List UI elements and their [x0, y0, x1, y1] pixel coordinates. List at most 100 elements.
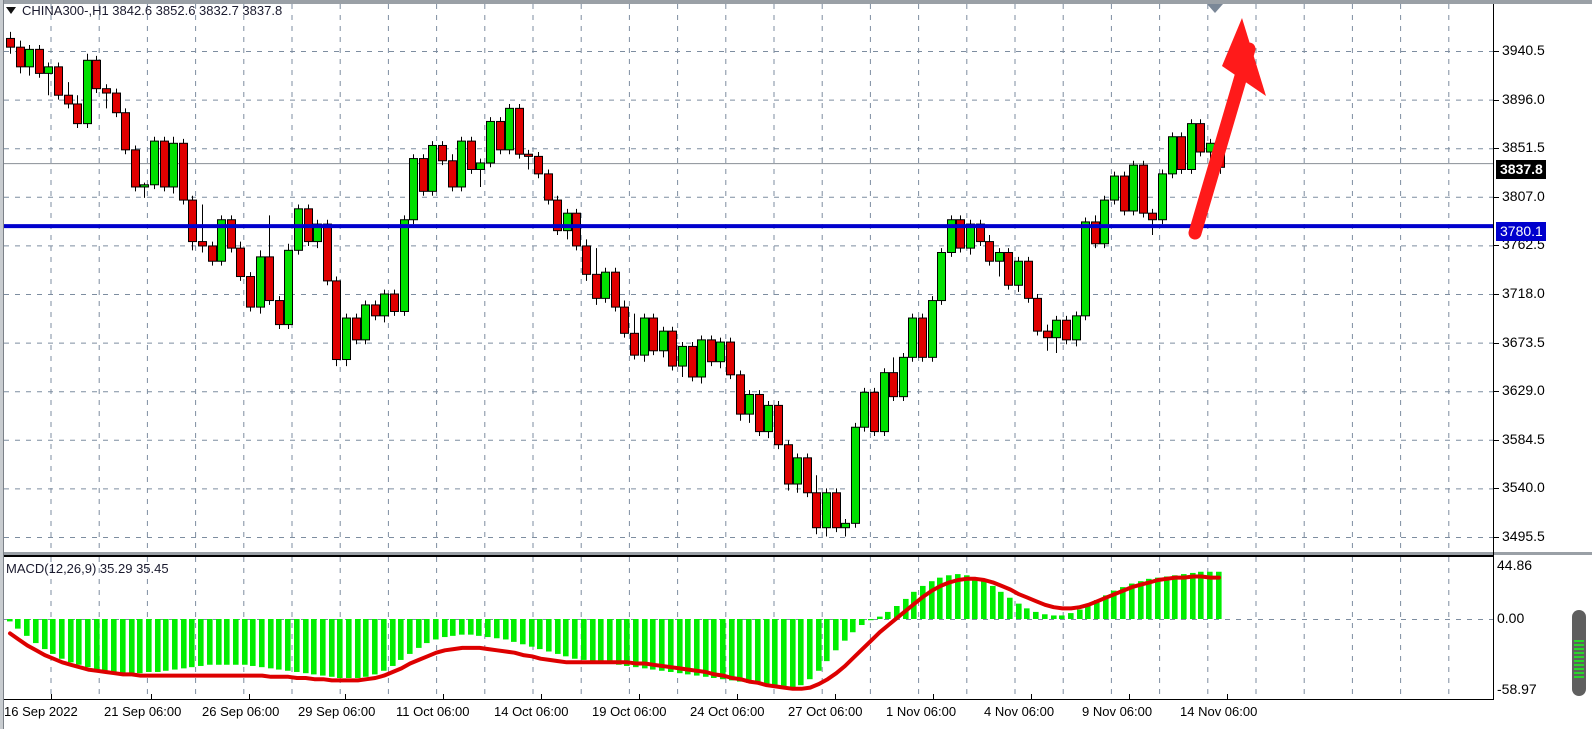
- candle-body: [620, 306, 629, 334]
- macd-histogram-bar: [259, 619, 265, 668]
- macd-histogram-bar: [772, 619, 778, 687]
- candlestick: [668, 326, 677, 371]
- candle-body: [841, 522, 850, 529]
- price-chart-svg: [4, 4, 1494, 552]
- candlestick: [601, 267, 610, 303]
- candle-body: [668, 330, 677, 367]
- candle-body: [150, 140, 159, 186]
- candlestick: [1004, 248, 1013, 290]
- macd-histogram-bar: [50, 619, 56, 654]
- macd-histogram-bar: [816, 619, 822, 671]
- candle-body: [92, 59, 101, 90]
- macd-histogram-bar: [216, 619, 222, 665]
- price-chart-pane[interactable]: [4, 4, 1494, 552]
- candle-body: [265, 256, 274, 302]
- macd-histogram-bar: [885, 611, 891, 619]
- candlestick: [524, 149, 533, 170]
- candle-body: [707, 339, 716, 363]
- candle-body: [400, 219, 409, 312]
- macd-histogram-bar: [720, 619, 726, 680]
- left-border-inner: [3, 0, 4, 735]
- macd-histogram-bar: [42, 619, 48, 650]
- candle-body: [956, 219, 965, 249]
- macd-histogram-bar: [76, 619, 82, 665]
- price-axis-tick-mark: [1494, 51, 1499, 52]
- macd-histogram-bar: [633, 619, 639, 668]
- candlestick: [870, 387, 879, 436]
- macd-histogram-bar: [998, 591, 1004, 619]
- macd-histogram-bar: [946, 575, 952, 619]
- macd-histogram-bar: [981, 581, 987, 619]
- triangle-down-marker-icon[interactable]: [1207, 4, 1223, 13]
- candlestick: [678, 342, 687, 378]
- macd-histogram-bar: [746, 619, 752, 683]
- price-axis-tick: 3718.0: [1502, 285, 1545, 301]
- macd-histogram-bar: [294, 619, 300, 672]
- macd-histogram-bar: [616, 619, 622, 665]
- macd-axis-tick: -58.97: [1497, 681, 1537, 697]
- candle-body: [246, 276, 255, 308]
- time-axis-tick-mark: [737, 694, 738, 700]
- candle-body: [371, 304, 380, 317]
- candle-body: [1072, 315, 1081, 341]
- candlestick: [928, 296, 937, 362]
- macd-histogram-bar: [764, 619, 770, 686]
- candle-body: [352, 317, 361, 341]
- macd-histogram-bar: [868, 619, 874, 621]
- macd-histogram-bar: [355, 619, 361, 678]
- candle-body: [140, 184, 149, 188]
- candle-body: [860, 391, 869, 428]
- candlestick: [707, 335, 716, 367]
- candlestick: [1177, 132, 1186, 174]
- candle-body: [716, 341, 725, 363]
- macd-histogram-bar: [729, 619, 735, 681]
- time-axis-tick-mark: [151, 694, 152, 700]
- candlestick: [880, 368, 889, 436]
- candlestick: [131, 145, 140, 192]
- macd-histogram-bar: [372, 619, 378, 675]
- candlestick: [236, 241, 245, 281]
- candlestick: [73, 95, 82, 128]
- pane-separator-line-bottom: [4, 556, 1494, 557]
- macd-indicator-pane[interactable]: [4, 557, 1494, 699]
- caret-down-icon[interactable]: [6, 7, 16, 14]
- candlestick: [342, 313, 351, 367]
- macd-indicator-label: MACD(12,26,9) 35.29 35.45: [6, 561, 169, 576]
- macd-histogram-bar: [624, 619, 630, 666]
- candlestick: [1110, 171, 1119, 205]
- candle-body: [313, 223, 322, 243]
- time-axis-tick-mark: [835, 694, 836, 700]
- candle-body: [188, 199, 197, 243]
- candlestick: [64, 82, 73, 109]
- macd-histogram-bar: [1103, 595, 1109, 619]
- bullish-up-arrow[interactable]: [1188, 18, 1266, 240]
- left-border: [0, 0, 3, 735]
- candle-body: [572, 212, 581, 247]
- candle-body: [54, 66, 63, 96]
- macd-histogram-bar: [1138, 581, 1144, 619]
- candle-body: [35, 48, 44, 74]
- macd-histogram-bar: [337, 619, 343, 678]
- candle-body: [726, 341, 735, 376]
- candle-body: [918, 317, 927, 358]
- pane-separator-line-top: [4, 555, 1494, 556]
- candle-body: [236, 247, 245, 278]
- macd-histogram-bar: [320, 619, 326, 676]
- candle-body: [496, 120, 505, 151]
- candlestick: [515, 103, 524, 159]
- candle-body: [966, 223, 975, 249]
- candlestick: [294, 204, 303, 255]
- candlestick: [390, 289, 399, 316]
- time-axis-tick-mark: [249, 694, 250, 700]
- candlestick: [774, 401, 783, 450]
- macd-histogram-bar: [59, 619, 65, 659]
- macd-histogram-bar: [146, 619, 152, 672]
- macd-histogram-bar: [346, 619, 352, 678]
- time-axis-tick: 26 Sep 06:00: [202, 704, 280, 719]
- price-axis-tick-mark: [1494, 537, 1499, 538]
- candlestick: [188, 195, 197, 251]
- price-axis-tick: 3807.0: [1502, 187, 1545, 204]
- candle-body: [736, 374, 745, 415]
- macd-bottom-axis-line: [4, 699, 1494, 700]
- candlestick: [745, 390, 754, 423]
